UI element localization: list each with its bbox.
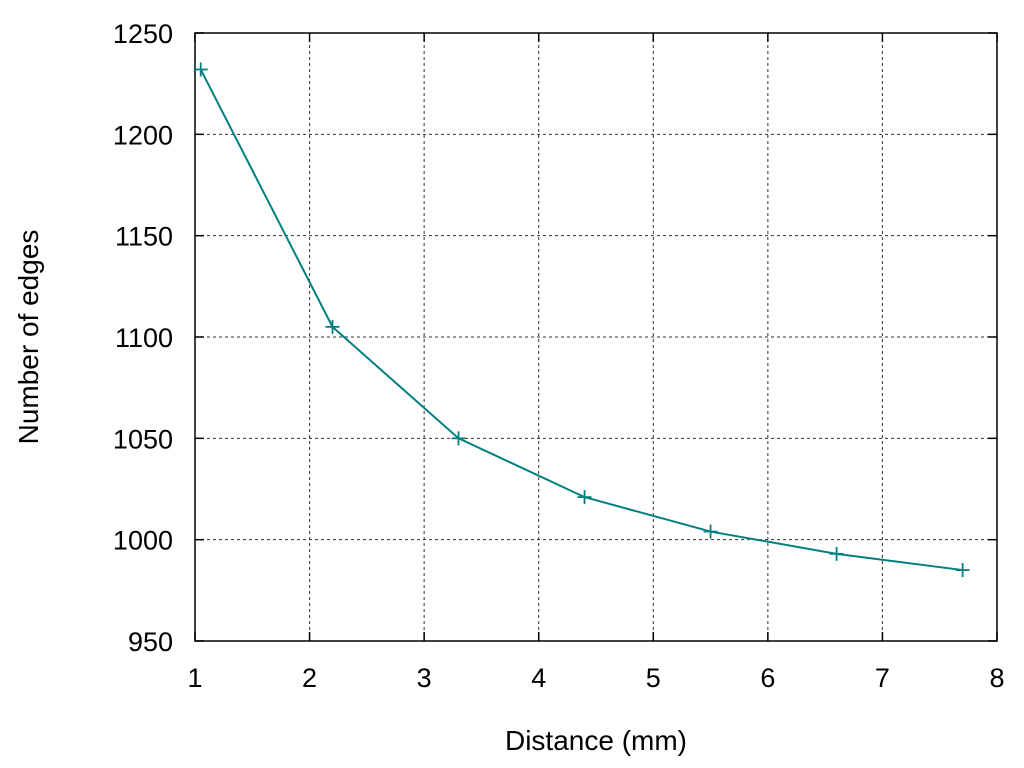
x-tick-label-6: 6 <box>760 663 775 693</box>
x-tick-label-5: 5 <box>646 663 661 693</box>
y-tick-label-1150: 1150 <box>115 222 173 252</box>
data-point-5 <box>829 546 844 561</box>
data-point-0 <box>193 62 208 77</box>
y-tick-label-1200: 1200 <box>113 120 173 150</box>
y-tick-label-1250: 1250 <box>113 19 173 49</box>
y-tick-label-1000: 1000 <box>113 526 173 556</box>
x-axis-title: Distance (mm) <box>505 725 687 756</box>
x-tick-label-8: 8 <box>989 663 1004 693</box>
x-tick-label-7: 7 <box>875 663 890 693</box>
y-tick-label-1100: 1100 <box>115 323 173 353</box>
series-layer <box>193 62 970 578</box>
x-tick-label-2: 2 <box>302 663 317 693</box>
series-line-0 <box>199 69 963 572</box>
x-tick-label-4: 4 <box>531 663 546 693</box>
x-tick-label-1: 1 <box>187 663 202 693</box>
data-point-3 <box>577 490 592 505</box>
y-axis-title: Number of edges <box>13 230 44 445</box>
y-tick-label-1050: 1050 <box>113 424 173 454</box>
x-tick-label-3: 3 <box>417 663 432 693</box>
data-point-1 <box>325 319 340 334</box>
data-point-4 <box>703 524 718 539</box>
data-point-2 <box>451 431 466 446</box>
grid <box>195 33 997 641</box>
data-point-6 <box>955 563 970 578</box>
axis-ticks: 1 2 3 4 5 6 7 8 950 1000 1050 1100 1150 1200 1250 <box>113 19 1005 693</box>
y-tick-label-950: 950 <box>128 627 173 657</box>
